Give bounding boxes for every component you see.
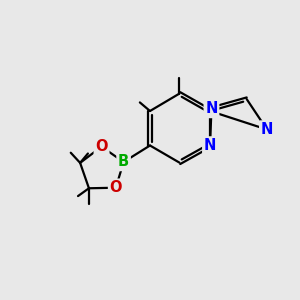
Text: N: N <box>204 138 216 153</box>
Text: B: B <box>118 154 129 169</box>
Text: N: N <box>261 122 273 137</box>
Text: O: O <box>95 139 108 154</box>
Text: N: N <box>205 101 218 116</box>
Text: O: O <box>110 180 122 195</box>
